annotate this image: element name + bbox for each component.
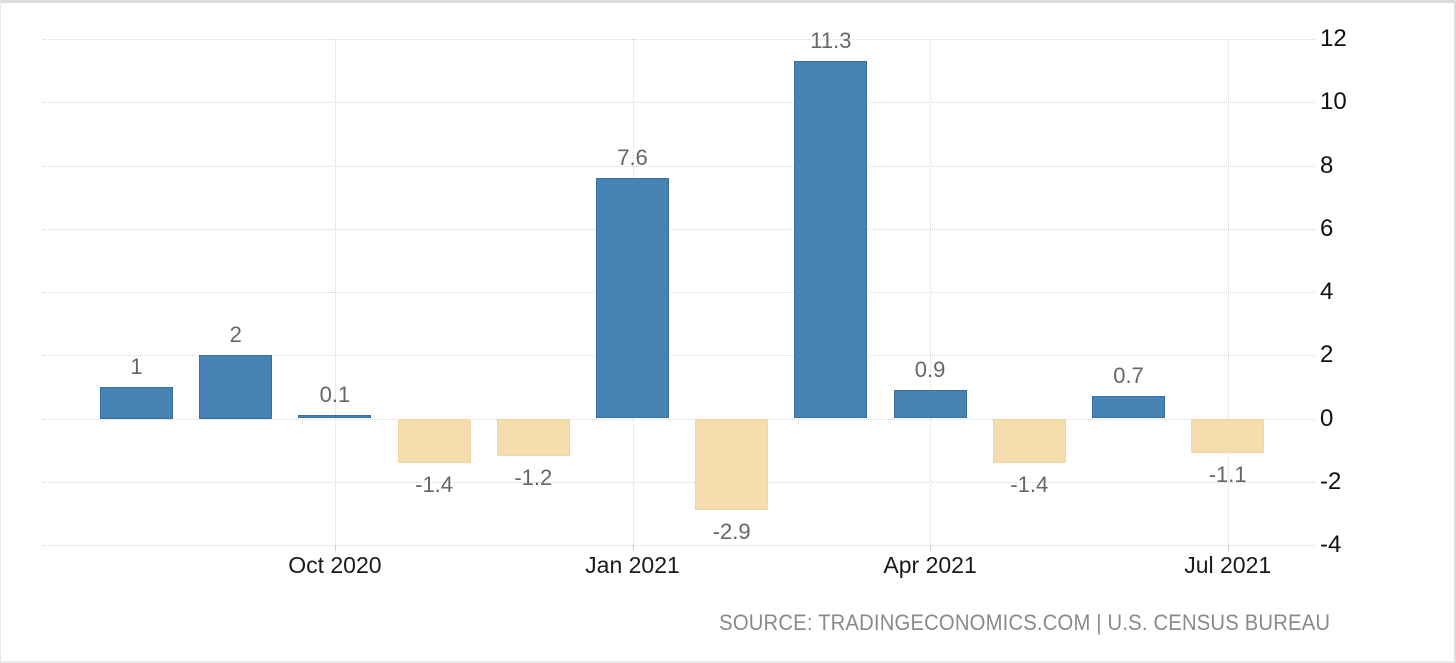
y-axis-tick-label: 0 — [1320, 404, 1334, 432]
y-axis-tick-label: 8 — [1320, 151, 1334, 179]
y-axis-tick-label: 10 — [1320, 88, 1347, 116]
x-axis-tick-label: Jan 2021 — [585, 552, 680, 578]
source-credit: SOURCE: TRADINGECONOMICS.COM | U.S. CENS… — [718, 610, 1330, 635]
bar-value-label: -1.4 — [415, 471, 454, 497]
y-gridline — [43, 355, 1315, 357]
x-gridline — [930, 39, 932, 545]
y-axis-tick-label: 2 — [1320, 341, 1334, 369]
x-axis-tick-label: Apr 2021 — [883, 552, 977, 578]
bar-value-label: -1.1 — [1208, 462, 1247, 488]
y-gridline — [43, 228, 1315, 230]
bar-value-label: 0.9 — [914, 357, 946, 383]
bar-value-label: -1.2 — [514, 465, 553, 491]
y-axis-tick-label: -2 — [1320, 467, 1342, 495]
y-axis-tick-label: 12 — [1320, 25, 1347, 52]
bar-value-label: -1.4 — [1010, 471, 1049, 497]
y-gridline — [43, 39, 1315, 40]
y-gridline — [43, 165, 1315, 167]
x-axis-tick-label: Jul 2021 — [1184, 552, 1272, 578]
bar[interactable] — [596, 178, 669, 419]
x-gridline — [1227, 39, 1229, 545]
y-gridline — [43, 545, 1315, 546]
bar[interactable] — [794, 61, 868, 419]
y-axis-tick-label: 6 — [1320, 214, 1334, 242]
bar[interactable] — [992, 418, 1066, 463]
plot-area: 1 2 0.1 -1.4 -1.2 7.6 -2.9 11.3 0.9 -1.4 0.7 -1.1 — [43, 29, 1315, 551]
bar-value-label: 11.3 — [810, 28, 852, 54]
bar[interactable] — [893, 390, 967, 419]
bar-value-label: 1 — [130, 353, 143, 379]
bar-value-label: -2.9 — [712, 519, 751, 545]
bar[interactable] — [496, 418, 570, 457]
bar[interactable] — [199, 355, 273, 419]
bar-value-label: 0.1 — [319, 382, 351, 408]
bar[interactable] — [1092, 396, 1165, 419]
bar-value-label: 2 — [229, 322, 242, 348]
y-gridline — [43, 481, 1315, 483]
y-axis-tick-label: 4 — [1320, 278, 1334, 305]
bar-value-label: 7.6 — [617, 145, 648, 171]
axis-tick-mark — [334, 545, 336, 551]
bar[interactable] — [695, 418, 769, 511]
x-axis-tick-label: Oct 2020 — [288, 552, 382, 578]
y-gridline — [43, 102, 1315, 104]
bar[interactable] — [298, 415, 372, 419]
axis-tick-mark — [1227, 545, 1229, 551]
bar-value-label: 0.7 — [1113, 363, 1144, 389]
bar[interactable] — [100, 386, 173, 419]
y-axis-tick-label: -4 — [1320, 531, 1342, 558]
axis-tick-mark — [930, 545, 932, 551]
axis-tick-mark — [632, 545, 634, 551]
x-gridline — [334, 39, 336, 545]
bar[interactable] — [1191, 418, 1265, 454]
y-gridline — [43, 418, 1315, 420]
y-gridline — [43, 292, 1315, 293]
bar[interactable] — [397, 418, 471, 463]
